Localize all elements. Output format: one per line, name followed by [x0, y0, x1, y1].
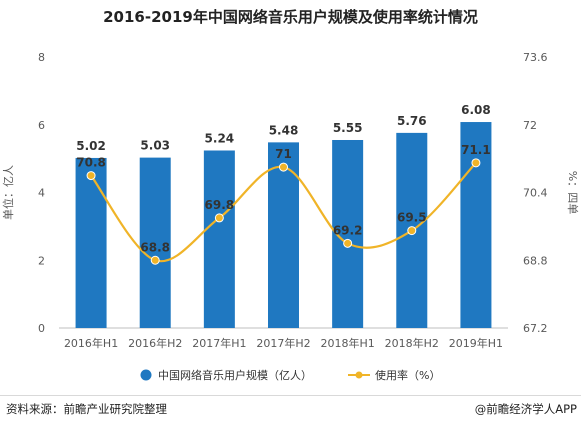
y-right-tick-label: 68.8 — [523, 254, 548, 267]
line-value-label: 69.2 — [333, 223, 363, 237]
x-tick-label: 2019年H1 — [449, 336, 503, 350]
y-right-tick-label: 67.2 — [523, 322, 548, 335]
line-value-label: 71 — [275, 147, 292, 161]
legend-bar-swatch — [140, 369, 152, 381]
line-point — [343, 238, 353, 248]
bar-value-label: 5.03 — [140, 139, 170, 153]
bar-value-label: 5.02 — [76, 139, 106, 153]
y-left-tick-label: 6 — [38, 119, 45, 132]
y-left-tick-label: 0 — [38, 322, 45, 335]
y-left-tick-label: 4 — [38, 187, 45, 200]
footer-divider — [0, 395, 581, 396]
brand-credit: @前瞻经济学人APP — [474, 402, 577, 416]
y-right-tick-label: 73.6 — [523, 51, 548, 64]
bar-value-label: 5.24 — [205, 131, 235, 145]
line-value-label: 71.1 — [461, 143, 491, 157]
y-right-tick-label: 72 — [523, 119, 537, 132]
x-tick-label: 2017年H2 — [256, 336, 310, 350]
line-value-label: 68.8 — [140, 240, 170, 254]
bar-value-label: 5.76 — [397, 114, 427, 128]
bar-value-label: 5.48 — [269, 123, 299, 137]
bar-value-label: 5.55 — [333, 121, 363, 135]
bar — [460, 122, 492, 328]
line-value-label: 70.8 — [76, 156, 106, 170]
x-tick-label: 2018年H1 — [321, 336, 375, 350]
bar — [75, 157, 107, 328]
line-point — [150, 255, 160, 265]
y-axis-left-label: 单位：亿人 — [1, 165, 15, 220]
chart-title: 2016-2019年中国网络音乐用户规模及使用率统计情况 — [103, 8, 478, 26]
legend-line-marker — [355, 371, 363, 379]
x-tick-label: 2017年H1 — [192, 336, 246, 350]
line-point — [407, 226, 417, 236]
line-value-label: 69.5 — [397, 211, 427, 225]
bar-value-label: 6.08 — [461, 103, 491, 117]
line-point — [86, 171, 96, 181]
line-point — [214, 213, 224, 223]
legend-bar-label: 中国网络音乐用户规模（亿人） — [158, 368, 312, 382]
bar — [203, 150, 235, 328]
legend: 中国网络音乐用户规模（亿人） 使用率（%） — [140, 368, 440, 382]
x-tick-label: 2016年H2 — [128, 336, 182, 350]
line-point — [471, 158, 481, 168]
y-left-tick-label: 8 — [38, 51, 45, 64]
y-right-tick-label: 70.4 — [523, 187, 548, 200]
y-left-tick-label: 2 — [38, 254, 45, 267]
x-tick-label: 2016年H1 — [64, 336, 118, 350]
y-axis-right-label: %：四单 — [566, 171, 579, 214]
line-series — [86, 158, 481, 265]
source-note: 资料来源：前瞻产业研究院整理 — [6, 402, 167, 416]
axes: 0 2 4 6 8 67.2 68.8 70.4 72 73.6 2016年H1 2016年H2 201… — [38, 51, 548, 350]
line-point — [279, 162, 288, 172]
bar — [139, 157, 171, 328]
line-value-label: 69.8 — [205, 198, 235, 212]
x-tick-label: 2018年H2 — [385, 336, 439, 350]
chart: 0 2 4 6 8 67.2 68.8 70.4 72 73.6 2016年H1 2016年H2 201… — [1, 51, 579, 382]
legend-line-label: 使用率（%） — [375, 368, 440, 382]
data-labels: 5.02 5.03 5.24 5.48 5.55 5.76 6.08 70.8 68.8 69.8… — [76, 103, 490, 254]
